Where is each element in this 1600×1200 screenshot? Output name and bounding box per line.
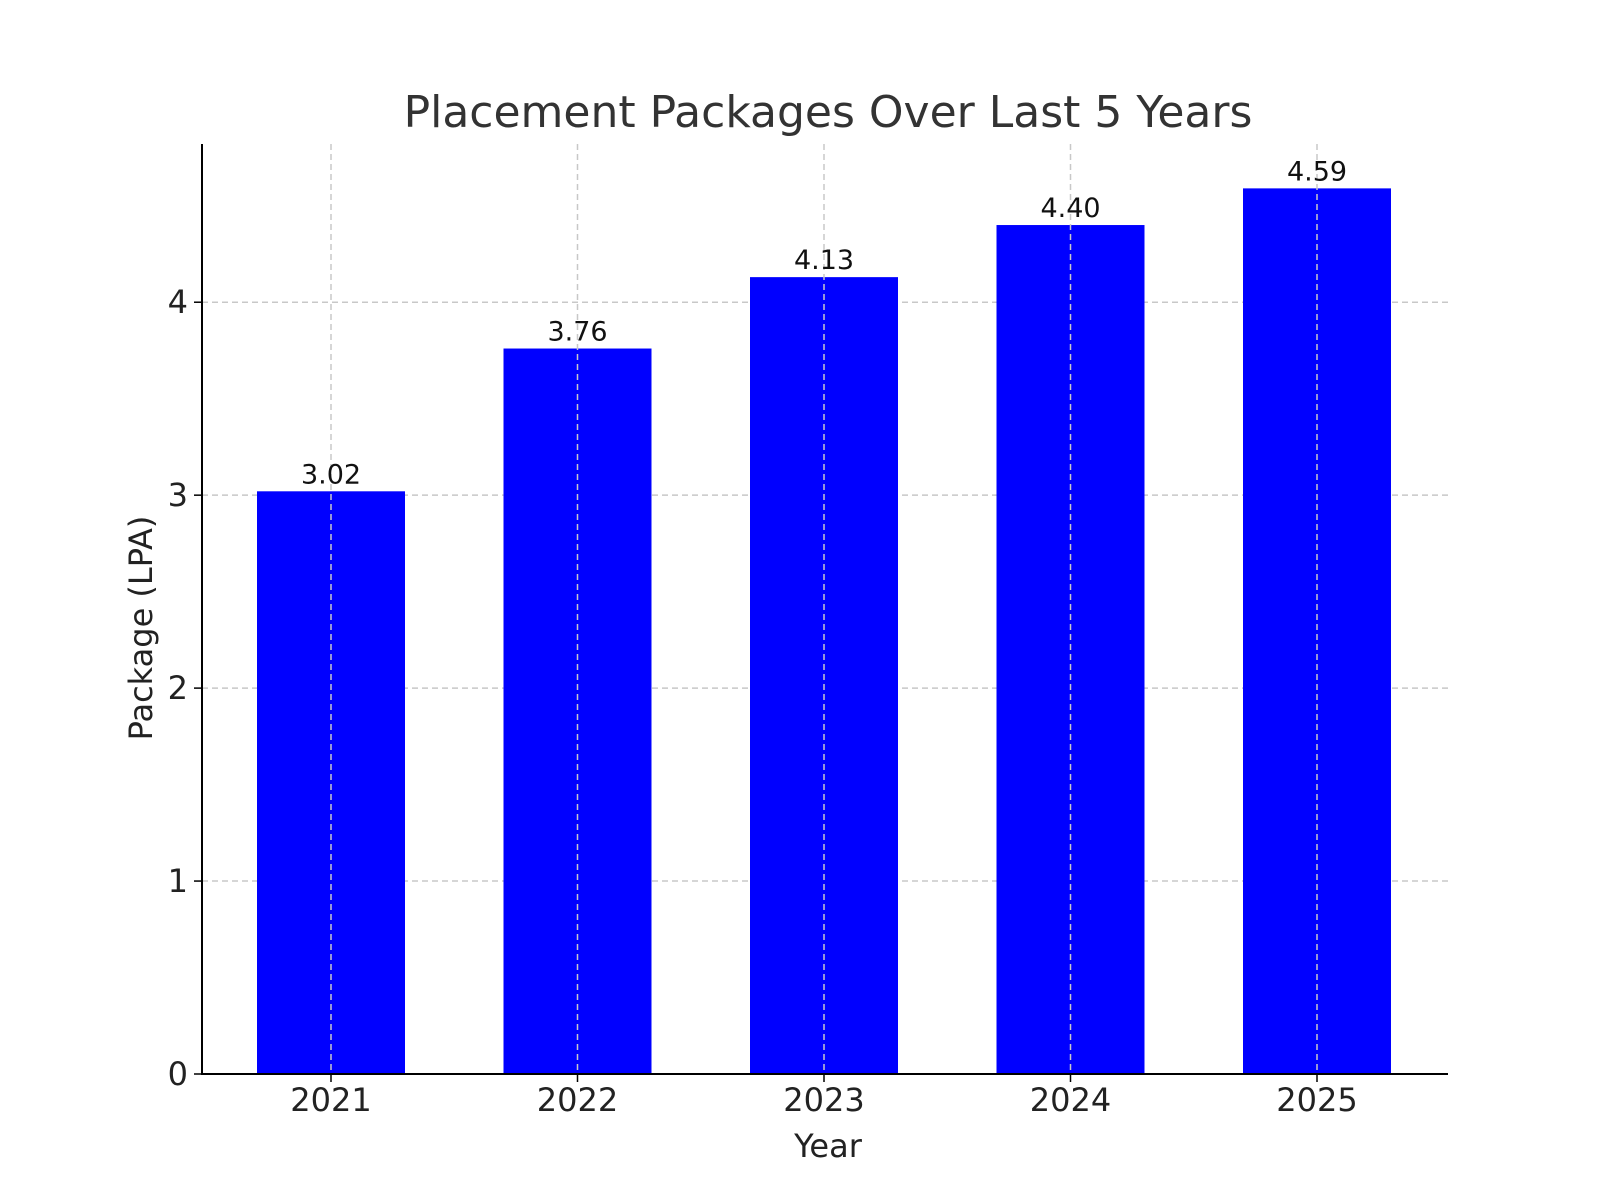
y-tick-label: 1 [168,862,188,900]
y-tick-label: 0 [168,1055,188,1093]
chart-title: Placement Packages Over Last 5 Years [404,87,1253,138]
x-tick-label: 2021 [290,1081,371,1119]
axes [194,144,1448,1082]
x-tick-label: 2022 [537,1081,618,1119]
x-tick-label: 2023 [783,1081,864,1119]
bars [257,144,1391,1075]
data-label: 3.02 [301,459,361,490]
data-label: 4.40 [1040,193,1100,224]
data-label: 3.76 [547,317,607,348]
x-tick-label: 2025 [1276,1081,1357,1119]
x-axis-label: Year [793,1127,863,1165]
data-label: 4.59 [1287,156,1347,187]
y-tick-label: 4 [168,283,188,321]
y-tick-label: 3 [168,476,188,514]
labels: 0 1 2 3 4 2021 2022 2023 2024 2025 3.02 3.76 4.13 4.4… [168,156,1358,1119]
y-axis-label: Package (LPA) [122,516,160,741]
x-tick-label: 2024 [1030,1081,1111,1119]
y-tick-label: 2 [168,669,188,707]
data-label: 4.13 [794,245,854,276]
bar-2025 [1243,188,1391,1075]
